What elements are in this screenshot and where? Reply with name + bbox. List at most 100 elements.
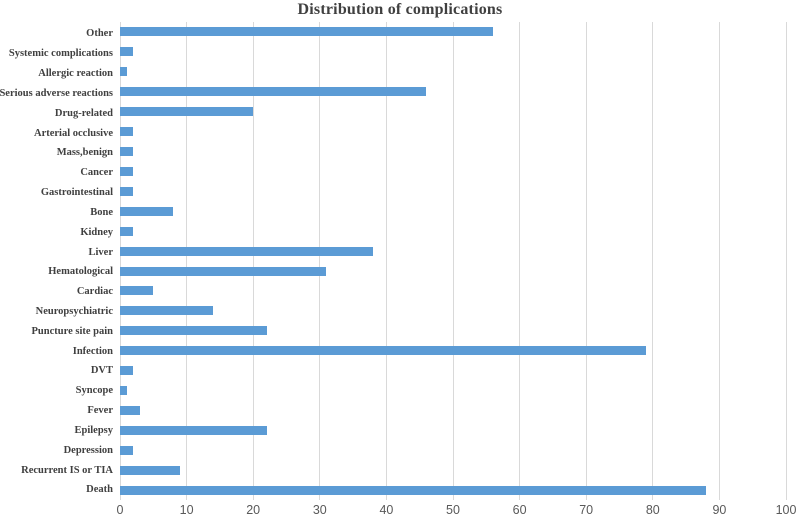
bar-row: [120, 341, 786, 361]
gridline: [186, 22, 188, 500]
gridline: [585, 22, 587, 500]
bar: [120, 445, 134, 455]
bar-row: [120, 102, 786, 122]
bar-row: [120, 161, 786, 181]
bar-row: [120, 460, 786, 480]
bar-row: [120, 82, 786, 102]
category-label: Drug-related: [54, 107, 113, 119]
category-label: DVT: [90, 365, 113, 377]
bar: [120, 226, 134, 236]
x-axis: 0 10 20 30 40 50 60 70 80 90 100: [116, 503, 797, 519]
x-tick-label: 90: [712, 503, 727, 517]
bar: [120, 306, 214, 316]
bar-row: [120, 440, 786, 460]
gridline: [718, 22, 720, 500]
category-label: Hematological: [48, 266, 113, 278]
category-label: Serious adverse reactions: [0, 87, 113, 99]
gridline: [119, 22, 121, 500]
category-label: Kidney: [80, 226, 113, 238]
bar-row: [120, 122, 786, 142]
category-label: Neuropsychiatric: [35, 306, 113, 317]
gridline: [785, 22, 787, 500]
gridline: [652, 22, 654, 500]
bar-row: [120, 22, 786, 42]
bar: [120, 386, 127, 396]
bar: [120, 425, 267, 435]
gridline: [519, 22, 521, 500]
gridline: [252, 22, 254, 500]
bar-row: [120, 261, 786, 281]
category-label: Fever: [87, 405, 113, 417]
bar-row: [120, 480, 786, 500]
bar: [120, 146, 134, 156]
gridline: [385, 22, 387, 500]
bar-row: [120, 301, 786, 321]
bar: [120, 326, 267, 336]
category-label: Recurrent IS or TIA: [21, 464, 113, 476]
bar-row: [120, 281, 786, 301]
category-label: Bone: [90, 206, 113, 218]
chart-title: Distribution of complications: [297, 1, 503, 18]
bar-row: [120, 321, 786, 341]
x-tick-label: 10: [179, 503, 194, 517]
x-tick-label: 30: [312, 503, 327, 517]
category-label: Systemic complications: [8, 48, 113, 60]
bar: [120, 47, 134, 57]
bar: [120, 87, 427, 97]
bar: [120, 67, 127, 77]
bar-row: [120, 62, 786, 82]
bar: [120, 346, 647, 356]
bar-row: [120, 401, 786, 421]
x-tick-label: 50: [446, 503, 460, 517]
category-label: Puncture site pain: [31, 325, 113, 337]
bar: [120, 405, 140, 415]
gridline: [319, 22, 321, 500]
x-tick-label: 60: [512, 503, 527, 517]
x-tick-label: 100: [775, 503, 797, 517]
bar: [120, 266, 327, 276]
gridline: [452, 22, 454, 500]
bar: [120, 107, 254, 117]
category-label: Gastrointestinal: [40, 187, 113, 199]
plot-area: [119, 22, 787, 500]
bar: [120, 286, 154, 296]
x-tick-label: 80: [645, 503, 660, 517]
category-label: Liver: [88, 246, 114, 258]
category-label: Syncope: [75, 385, 113, 397]
x-tick-label: 20: [246, 503, 261, 517]
x-tick-label: 40: [379, 503, 394, 517]
bar: [120, 366, 134, 376]
category-label: Cardiac: [76, 286, 113, 298]
bar-row: [120, 181, 786, 201]
bar: [120, 246, 374, 256]
category-label-column: Other Systemic complications Allergic reac…: [0, 24, 113, 500]
category-label: Other: [86, 28, 113, 40]
bar: [120, 127, 134, 137]
category-label: Epilepsy: [74, 424, 113, 436]
category-label: Depression: [63, 444, 113, 456]
bar: [120, 465, 180, 475]
category-label: Arterial occlusive: [33, 127, 113, 139]
x-tick-label: 70: [579, 503, 594, 517]
category-label: Allergic reaction: [38, 68, 113, 80]
bar-row: [120, 361, 786, 381]
x-tick-label: 0: [116, 503, 124, 517]
category-label: Mass,benign: [56, 147, 113, 159]
bar-row: [120, 221, 786, 241]
bar-row: [120, 241, 786, 261]
category-label: Cancer: [80, 167, 113, 179]
bar-row: [120, 42, 786, 62]
bar: [120, 27, 493, 37]
bar: [120, 186, 134, 196]
bar-row: [120, 142, 786, 162]
bar: [120, 206, 174, 216]
bar: [120, 485, 707, 495]
bar: [120, 166, 134, 176]
bar-row: [120, 201, 786, 221]
bar-rows: [120, 22, 786, 500]
category-label: Infection: [72, 345, 113, 357]
bar-row: [120, 420, 786, 440]
category-label: Death: [86, 484, 113, 496]
bar-row: [120, 381, 786, 401]
